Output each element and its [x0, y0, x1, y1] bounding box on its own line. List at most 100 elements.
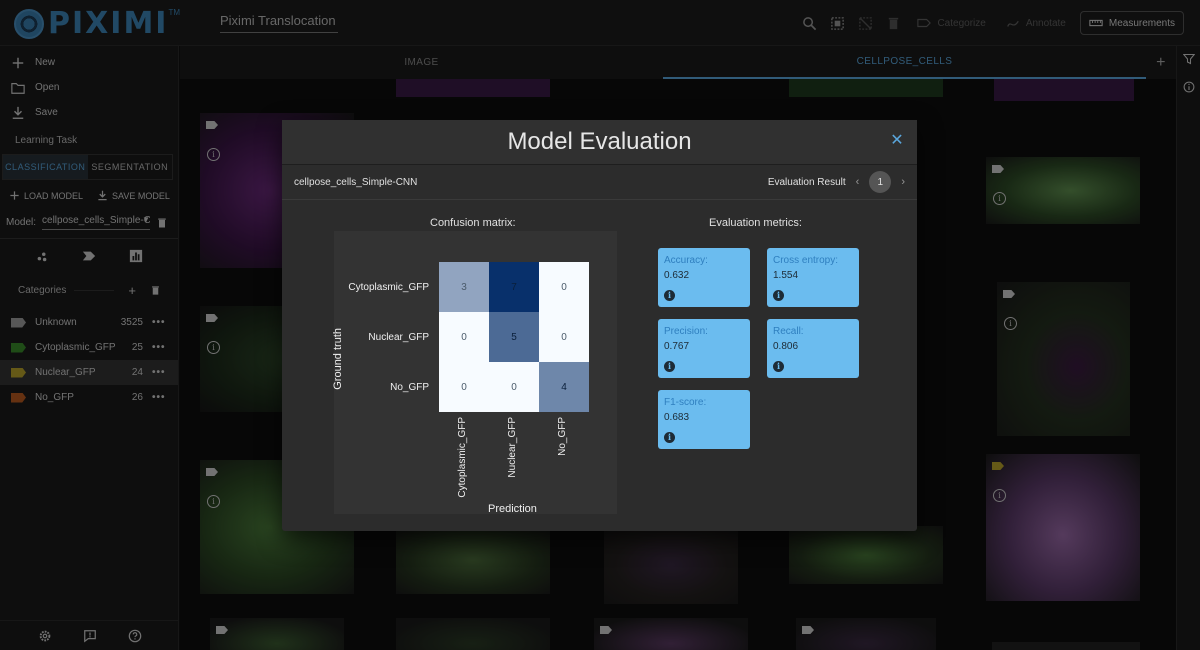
info-icon[interactable]: i — [664, 290, 675, 301]
image-thumbnail[interactable]: i — [986, 157, 1140, 224]
measurements-label: Measurements — [1108, 17, 1175, 29]
image-thumbnail[interactable] — [994, 79, 1134, 101]
categories-title: Categories — [18, 285, 67, 296]
info-icon[interactable]: i — [773, 361, 784, 372]
filter-icon[interactable] — [1177, 52, 1200, 74]
save-model-button[interactable]: SAVE MODEL — [97, 190, 170, 201]
right-rail — [1176, 46, 1200, 650]
bar-chart-icon[interactable] — [127, 247, 145, 265]
category-item-nuclear-gfp[interactable]: Nuclear_GFP 24 ••• — [0, 360, 178, 385]
image-thumbnail[interactable] — [604, 526, 738, 604]
info-icon[interactable]: i — [664, 361, 675, 372]
info-icon[interactable]: i — [773, 290, 784, 301]
more-options-icon[interactable]: ••• — [152, 317, 166, 328]
zoom-icon[interactable] — [799, 12, 819, 34]
delete-icon[interactable] — [883, 12, 903, 34]
image-thumbnail[interactable] — [594, 618, 748, 650]
x-tick-label: No_GFP — [557, 417, 568, 456]
confusion-matrix-title: Confusion matrix: — [430, 217, 516, 229]
label-icon — [206, 314, 218, 322]
category-name: Unknown — [35, 317, 77, 328]
delete-model-icon[interactable] — [156, 217, 168, 229]
tab-segmentation[interactable]: SEGMENTATION — [91, 162, 169, 172]
add-tab-icon[interactable]: + — [1156, 53, 1166, 71]
image-thumbnail[interactable] — [789, 79, 943, 97]
image-thumbnail[interactable] — [789, 526, 943, 584]
image-thumbnail[interactable] — [396, 526, 550, 594]
more-options-icon[interactable]: ••• — [152, 367, 166, 378]
info-icon[interactable] — [1177, 80, 1200, 102]
feedback-icon[interactable] — [83, 629, 97, 643]
info-icon[interactable]: i — [207, 148, 220, 161]
metric-value: 0.806 — [773, 341, 799, 352]
tab-image[interactable]: IMAGE — [404, 57, 439, 68]
categorize-button[interactable]: Categorize — [911, 13, 991, 33]
new-button[interactable]: New — [0, 50, 178, 75]
model-select[interactable]: cellpose_cells_Simple-CNN ▼ — [42, 215, 151, 230]
category-item-cytoplasmic-gfp[interactable]: Cytoplasmic_GFP 25 ••• — [0, 335, 178, 360]
label-icon — [992, 462, 1004, 470]
label-icon — [600, 626, 612, 634]
more-options-icon[interactable]: ••• — [152, 392, 166, 403]
heatmap-cell: 0 — [539, 262, 589, 312]
project-name-input[interactable]: Piximi Translocation Tu — [220, 13, 338, 33]
metric-value: 1.554 — [773, 270, 799, 281]
info-icon[interactable]: i — [1004, 317, 1017, 330]
label-icon — [1003, 290, 1015, 298]
label-icon — [802, 626, 814, 634]
label-fill-icon[interactable] — [80, 247, 98, 265]
deselect-icon[interactable] — [855, 12, 875, 34]
label-icon — [206, 121, 218, 129]
category-name: No_GFP — [35, 392, 74, 403]
chevron-left-icon[interactable]: ‹ — [855, 176, 860, 188]
divider — [0, 238, 178, 239]
save-button[interactable]: Save — [0, 100, 178, 125]
load-model-button[interactable]: LOAD MODEL — [9, 190, 83, 201]
image-thumbnail[interactable] — [210, 618, 344, 650]
image-thumbnail[interactable] — [992, 642, 1140, 650]
more-options-icon[interactable]: ••• — [152, 342, 166, 353]
label-icon — [216, 626, 228, 634]
info-icon[interactable]: i — [664, 432, 675, 443]
x-tick-label: Nuclear_GFP — [507, 417, 518, 478]
image-thumbnail[interactable]: i — [986, 454, 1140, 601]
info-icon[interactable]: i — [207, 495, 220, 508]
add-category-icon[interactable]: + — [128, 283, 136, 298]
open-button[interactable]: Open — [0, 75, 178, 100]
folder-icon — [11, 82, 25, 94]
annotate-button[interactable]: Annotate — [1000, 13, 1072, 33]
image-thumbnail[interactable] — [396, 79, 550, 97]
annotate-icon — [1006, 20, 1019, 27]
heatmap-cell: 0 — [539, 312, 589, 362]
delete-category-icon[interactable] — [150, 285, 161, 296]
dropdown-arrow-icon: ▼ — [142, 215, 151, 224]
category-item-no-gfp[interactable]: No_GFP 26 ••• — [0, 385, 178, 410]
close-icon[interactable]: ✕ — [890, 132, 904, 149]
new-label: New — [35, 57, 56, 68]
metric-card-accuracy: Accuracy: 0.632 i — [658, 248, 750, 307]
chevron-right-icon[interactable]: › — [901, 176, 905, 188]
tab-classification[interactable]: CLASSIFICATION — [3, 155, 88, 179]
load-model-label: LOAD MODEL — [24, 190, 84, 201]
image-thumbnail[interactable] — [396, 618, 550, 650]
tab-cellpose-cells[interactable]: CELLPOSE_CELLS — [663, 46, 1146, 79]
measurements-button[interactable]: Measurements — [1079, 11, 1184, 35]
image-thumbnail[interactable]: i — [997, 282, 1130, 436]
info-icon[interactable]: i — [993, 192, 1006, 205]
metric-label: Accuracy: — [664, 255, 708, 266]
y-tick-label: Nuclear_GFP — [368, 332, 429, 343]
settings-gear-icon[interactable] — [38, 629, 52, 643]
page-indicator[interactable]: 1 — [869, 171, 892, 193]
image-thumbnail[interactable] — [796, 618, 936, 650]
info-icon[interactable]: i — [207, 341, 220, 354]
select-all-icon[interactable] — [827, 12, 847, 34]
help-icon[interactable] — [128, 629, 142, 643]
category-item-unknown[interactable]: Unknown 3525 ••• — [0, 310, 178, 335]
heatmap-cell: 5 — [489, 312, 539, 362]
info-icon[interactable]: i — [993, 489, 1006, 502]
cluster-icon[interactable] — [33, 247, 51, 265]
label-icon — [992, 165, 1004, 173]
x-axis-label: Prediction — [488, 503, 537, 515]
categorize-label: Categorize — [937, 17, 986, 29]
category-count: 24 — [131, 367, 143, 378]
